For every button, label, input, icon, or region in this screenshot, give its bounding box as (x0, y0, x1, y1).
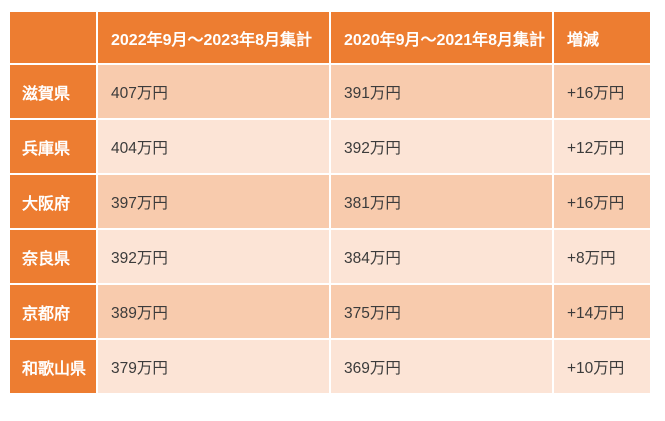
salary-comparison-table: 2022年9月～2023年8月集計 2020年9月～2021年8月集計 増減 滋… (8, 10, 652, 395)
table-row: 大阪府 397万円 381万円 +16万円 (8, 173, 652, 230)
cell-period1-value: 407万円 (96, 63, 331, 120)
cell-period2-value: 391万円 (329, 63, 554, 120)
column-header-period-2020-2021: 2020年9月～2021年8月集計 (329, 10, 554, 65)
cell-change-value: +16万円 (552, 173, 652, 230)
row-header-prefecture: 和歌山県 (8, 338, 98, 395)
cell-period1-value: 397万円 (96, 173, 331, 230)
row-header-prefecture: 京都府 (8, 283, 98, 340)
column-header-blank (8, 10, 98, 65)
table-row: 奈良県 392万円 384万円 +8万円 (8, 228, 652, 285)
column-header-change: 増減 (552, 10, 652, 65)
cell-change-value: +14万円 (552, 283, 652, 340)
cell-change-value: +16万円 (552, 63, 652, 120)
row-header-prefecture: 奈良県 (8, 228, 98, 285)
row-header-prefecture: 大阪府 (8, 173, 98, 230)
cell-period1-value: 389万円 (96, 283, 331, 340)
header-row: 2022年9月～2023年8月集計 2020年9月～2021年8月集計 増減 (8, 10, 652, 65)
table-row: 京都府 389万円 375万円 +14万円 (8, 283, 652, 340)
table-header: 2022年9月～2023年8月集計 2020年9月～2021年8月集計 増減 (8, 10, 652, 65)
cell-period1-value: 379万円 (96, 338, 331, 395)
cell-period2-value: 381万円 (329, 173, 554, 230)
cell-period1-value: 404万円 (96, 118, 331, 175)
row-header-prefecture: 兵庫県 (8, 118, 98, 175)
table-row: 兵庫県 404万円 392万円 +12万円 (8, 118, 652, 175)
row-header-prefecture: 滋賀県 (8, 63, 98, 120)
table-row: 和歌山県 379万円 369万円 +10万円 (8, 338, 652, 395)
cell-change-value: +10万円 (552, 338, 652, 395)
column-header-period-2022-2023: 2022年9月～2023年8月集計 (96, 10, 331, 65)
cell-period2-value: 375万円 (329, 283, 554, 340)
cell-period2-value: 369万円 (329, 338, 554, 395)
cell-period1-value: 392万円 (96, 228, 331, 285)
cell-period2-value: 384万円 (329, 228, 554, 285)
cell-change-value: +12万円 (552, 118, 652, 175)
cell-period2-value: 392万円 (329, 118, 554, 175)
cell-change-value: +8万円 (552, 228, 652, 285)
table-row: 滋賀県 407万円 391万円 +16万円 (8, 63, 652, 120)
